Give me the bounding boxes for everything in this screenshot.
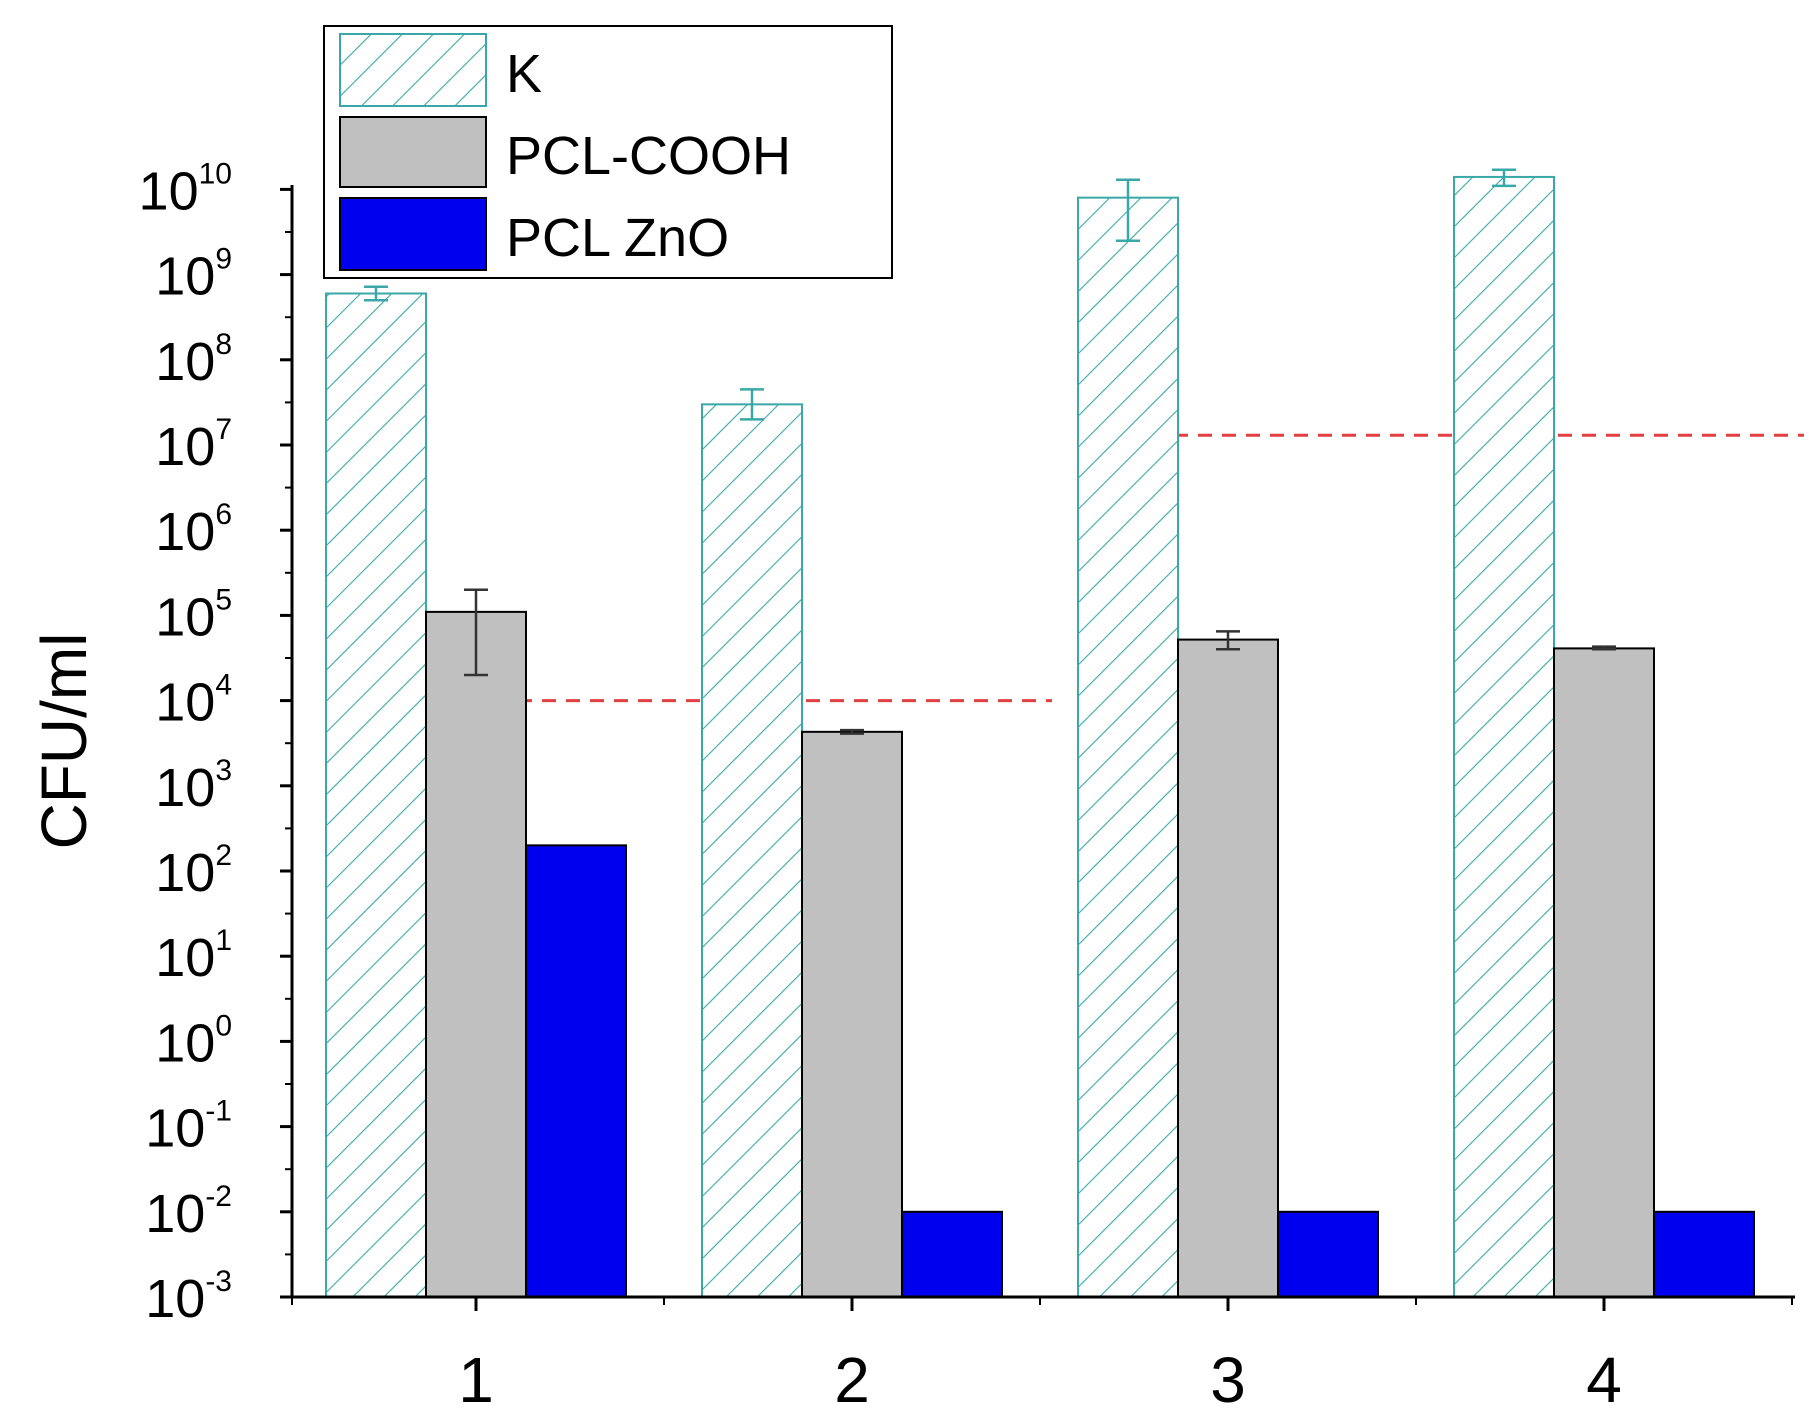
bars	[325, 175, 1755, 1299]
y-tick-label: 104	[155, 669, 232, 733]
bar-pcl-cooh-group-4	[1553, 647, 1655, 1298]
y-tick-label: 10-1	[145, 1095, 232, 1159]
bar-k-group-1	[325, 292, 427, 1298]
y-tick-label: 108	[155, 328, 232, 392]
y-tick-label: 100	[155, 1009, 232, 1073]
bar-pcl-cooh-group-3	[1177, 638, 1279, 1298]
bar-pcl-cooh-group-2	[801, 730, 903, 1298]
y-tick-label: 10-2	[145, 1180, 232, 1244]
error-bars	[364, 168, 1616, 735]
legend-swatch-pcl-zno	[339, 197, 487, 271]
bar-k-group-3	[1077, 196, 1179, 1298]
bar-pcl-zno-group-1	[525, 844, 627, 1298]
y-tick-label: 101	[155, 924, 232, 988]
x-tick-label: 3	[1210, 1344, 1246, 1416]
legend-label-pcl-zno: PCL ZnO	[506, 208, 729, 268]
bar-k-group-4	[1453, 175, 1555, 1298]
x-tick-label: 2	[834, 1344, 870, 1416]
bar-pcl-zno-group-3	[1277, 1210, 1379, 1299]
legend-label-k: K	[506, 44, 542, 104]
y-tick-label: 105	[155, 583, 232, 647]
y-tick-label: 106	[155, 498, 232, 562]
y-axis-title: CFU/ml	[28, 633, 100, 850]
bar-pcl-zno-group-2	[901, 1210, 1003, 1299]
y-tick-label: 103	[155, 754, 232, 818]
y-tick-label: 1010	[139, 157, 232, 221]
bar-k-group-2	[701, 403, 803, 1299]
y-ticks: 10-3 10-2 10-1 100 101 102 103 104 105 106 107 108 1…	[139, 157, 292, 1329]
legend-label-pcl-cooh: PCL-COOH	[506, 126, 791, 186]
legend-swatch-pcl-cooh	[339, 116, 487, 188]
bar-pcl-zno-group-4	[1653, 1210, 1755, 1299]
legend-swatch-k	[339, 33, 487, 107]
x-tick-label: 1	[458, 1344, 494, 1416]
x-tick-label: 4	[1586, 1344, 1622, 1416]
y-tick-label: 10-3	[145, 1265, 232, 1329]
y-tick-label: 107	[155, 413, 232, 477]
legend: K PCL-COOH PCL ZnO	[323, 25, 893, 279]
y-tick-label: 102	[155, 839, 232, 903]
x-ticks: 1 2 3 4	[291, 1297, 1793, 1416]
bar-pcl-cooh-group-1	[425, 610, 527, 1298]
y-tick-label: 109	[155, 243, 232, 307]
